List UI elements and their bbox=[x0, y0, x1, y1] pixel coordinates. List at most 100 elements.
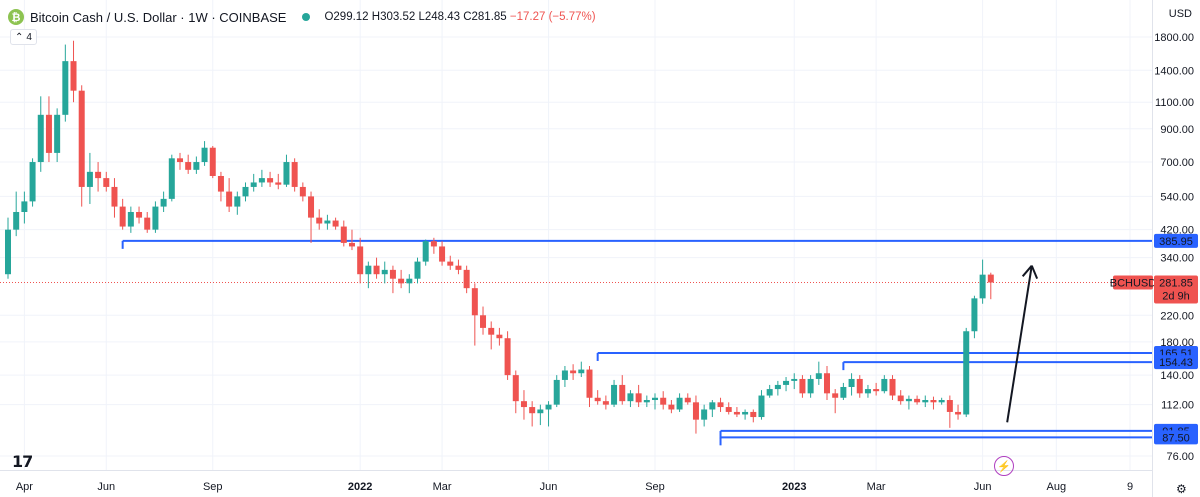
candle-body bbox=[987, 274, 994, 283]
candle-body bbox=[783, 380, 790, 385]
candle-body bbox=[201, 147, 208, 163]
y-tick-label: 76.00 bbox=[1166, 451, 1194, 463]
candle-body bbox=[774, 384, 781, 390]
candle-body bbox=[86, 171, 93, 187]
candle-body bbox=[807, 378, 814, 394]
candle-body bbox=[660, 397, 667, 405]
gear-icon[interactable]: ⚙ bbox=[1176, 482, 1187, 496]
candle-body bbox=[193, 162, 200, 170]
candle-body bbox=[594, 397, 601, 402]
candle-body bbox=[684, 397, 691, 403]
forecast-arrow-head bbox=[1030, 265, 1039, 279]
candle-body bbox=[766, 389, 773, 396]
candle-body bbox=[602, 401, 609, 405]
candle-body bbox=[643, 400, 650, 403]
candle-body bbox=[103, 178, 110, 187]
y-tick-label: 900.00 bbox=[1160, 124, 1194, 136]
candle-body bbox=[176, 158, 183, 163]
y-tick-label: 540.00 bbox=[1160, 191, 1194, 203]
y-tick-label: 220.00 bbox=[1160, 310, 1194, 322]
candle-body bbox=[652, 397, 659, 401]
candle-body bbox=[209, 147, 216, 176]
candle-body bbox=[930, 400, 937, 403]
symbol-title[interactable]: Bitcoin Cash / U.S. Dollar · 1W · COINBA… bbox=[30, 9, 287, 25]
indicators-toggle[interactable]: ⌃ 4 bbox=[10, 29, 37, 45]
candle-body bbox=[537, 409, 544, 414]
candle-body bbox=[45, 114, 52, 153]
candle-body bbox=[717, 402, 724, 408]
candle-body bbox=[938, 400, 945, 403]
level-price-label: 154.43 bbox=[1159, 357, 1193, 369]
candle-body bbox=[733, 411, 740, 415]
y-tick-label: 420.00 bbox=[1160, 225, 1194, 237]
candle-body bbox=[136, 211, 143, 218]
candle-body bbox=[430, 241, 437, 247]
candle-body bbox=[742, 411, 749, 415]
candle-body bbox=[889, 378, 896, 396]
candle-body bbox=[422, 241, 429, 262]
candle-body bbox=[275, 182, 282, 185]
y-tick-label: 180.00 bbox=[1160, 337, 1194, 349]
candle-body bbox=[848, 378, 855, 387]
candle-body bbox=[398, 278, 405, 284]
candle-body bbox=[504, 338, 511, 376]
x-tick-label: Sep bbox=[203, 481, 223, 493]
candle-body bbox=[95, 171, 102, 179]
x-tick-label: Mar bbox=[867, 481, 886, 493]
candle-body bbox=[471, 288, 478, 316]
candle-body bbox=[308, 196, 315, 218]
candle-body bbox=[299, 186, 306, 197]
candle-body bbox=[152, 206, 159, 230]
candle-body bbox=[750, 411, 757, 418]
x-tick-label: Mar bbox=[433, 481, 452, 493]
candle-body bbox=[586, 369, 593, 398]
x-tick-label: Aug bbox=[1047, 481, 1067, 493]
candle-body bbox=[824, 373, 830, 394]
candle-body bbox=[365, 265, 372, 275]
candle-body bbox=[709, 402, 716, 410]
candle-body bbox=[234, 196, 241, 207]
candle-body bbox=[54, 114, 61, 153]
candle-body bbox=[340, 226, 347, 243]
candle-body bbox=[250, 182, 257, 187]
lightning-icon[interactable]: ⚡ bbox=[994, 456, 1014, 476]
candle-body bbox=[701, 409, 708, 420]
candle-body bbox=[914, 398, 921, 403]
candle-body bbox=[217, 175, 224, 192]
y-tick-label: 1100.00 bbox=[1155, 97, 1194, 109]
candle-body bbox=[389, 269, 396, 279]
candle-body bbox=[226, 191, 233, 207]
level-price-label: 385.95 bbox=[1159, 236, 1193, 248]
candle-body bbox=[373, 265, 380, 275]
candle-body bbox=[864, 389, 871, 394]
candle-body bbox=[545, 404, 552, 410]
candle-body bbox=[111, 186, 118, 207]
candle-body bbox=[291, 162, 298, 187]
x-tick-label: 2023 bbox=[782, 481, 806, 493]
last-price-tag bbox=[1154, 275, 1198, 304]
level-price-tag bbox=[1154, 355, 1198, 370]
candle-body bbox=[692, 402, 699, 420]
candle-body bbox=[13, 211, 20, 230]
candle-body bbox=[439, 246, 446, 262]
candle-body bbox=[267, 178, 274, 183]
y-tick-label: 1400.00 bbox=[1154, 65, 1194, 77]
candle-body bbox=[168, 158, 175, 199]
candle-body bbox=[316, 217, 323, 224]
candle-body bbox=[119, 206, 126, 227]
currency-label[interactable]: USD bbox=[1168, 8, 1192, 20]
level-price-label: 87.50 bbox=[1162, 432, 1190, 444]
candle-body bbox=[348, 242, 355, 247]
candle-body bbox=[357, 246, 364, 275]
candle-body bbox=[815, 373, 822, 379]
candle-body bbox=[840, 386, 847, 398]
ohlc-values: O299.12 H303.52 L248.43 C281.85 −17.27 (… bbox=[324, 11, 596, 23]
candle-body bbox=[29, 162, 36, 202]
candle-body bbox=[406, 278, 413, 284]
candle-body bbox=[78, 90, 85, 187]
candle-body bbox=[185, 162, 192, 170]
candle-body bbox=[283, 162, 290, 185]
level-price-tag bbox=[1154, 430, 1198, 445]
candle-body bbox=[955, 411, 962, 415]
